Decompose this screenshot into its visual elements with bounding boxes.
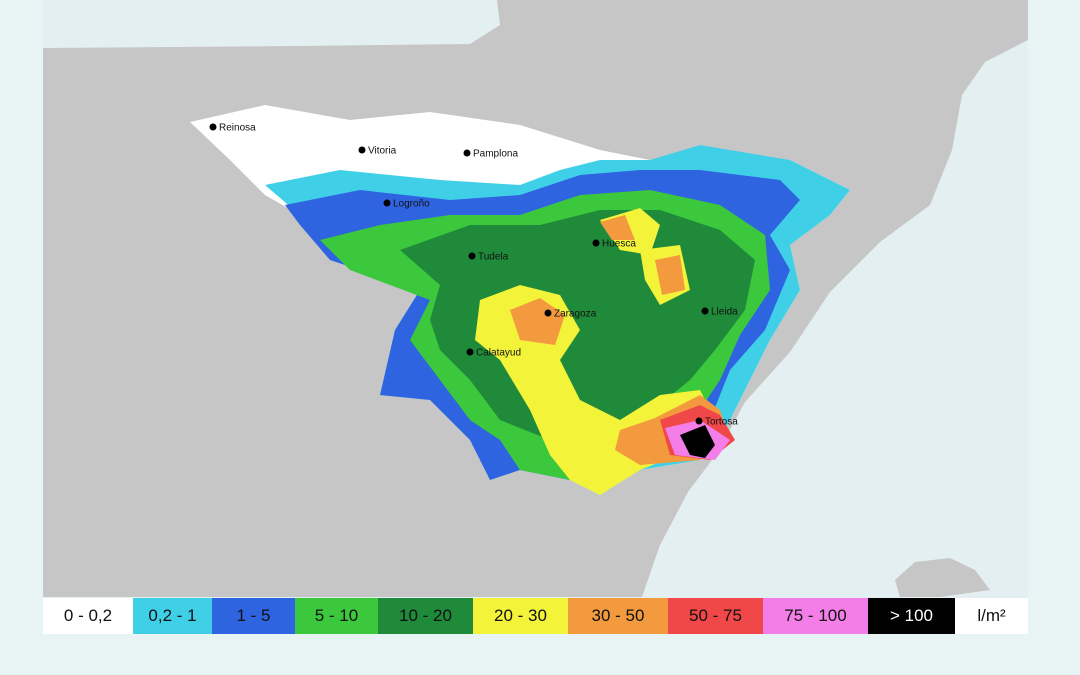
city-dot xyxy=(466,348,474,356)
city-label: Logroño xyxy=(393,199,430,210)
legend-item: 1 - 5 xyxy=(212,598,295,634)
legend-item: 10 - 20 xyxy=(378,598,473,634)
island xyxy=(895,558,990,597)
city-label: Huesca xyxy=(602,239,636,250)
legend-item: 30 - 50 xyxy=(568,598,668,634)
city-label: Zaragoza xyxy=(554,309,597,320)
precipitation xyxy=(190,105,850,495)
city-dot xyxy=(544,309,552,317)
city-dot xyxy=(592,239,600,247)
city-dot xyxy=(358,146,366,154)
city-dot xyxy=(468,252,476,260)
legend-item: 0,2 - 1 xyxy=(133,598,212,634)
city-dot xyxy=(695,417,703,425)
city-dot xyxy=(701,307,709,315)
legend-item: > 100 xyxy=(868,598,955,634)
city-label: Vitoria xyxy=(368,146,397,157)
legend-item: 20 - 30 xyxy=(473,598,568,634)
city-label: Tudela xyxy=(478,252,509,263)
city-dot xyxy=(463,149,471,157)
city-label: Calatayud xyxy=(476,348,521,359)
city-label: Lleida xyxy=(711,307,738,318)
city-dot xyxy=(209,123,217,131)
legend-item: 50 - 75 xyxy=(668,598,763,634)
legend-item: 75 - 100 xyxy=(763,598,868,634)
city-dot xyxy=(383,199,391,207)
legend-item: 5 - 10 xyxy=(295,598,378,634)
city-label: Reinosa xyxy=(219,123,256,134)
city-label: Tortosa xyxy=(705,417,738,428)
map: Reinosa Vitoria Pamplona Logroño Tudela Huesc… xyxy=(43,0,1028,598)
legend-unit: l/m² xyxy=(955,598,1028,634)
legend-item: 0 - 0,2 xyxy=(43,598,133,634)
city-label: Pamplona xyxy=(473,149,518,160)
